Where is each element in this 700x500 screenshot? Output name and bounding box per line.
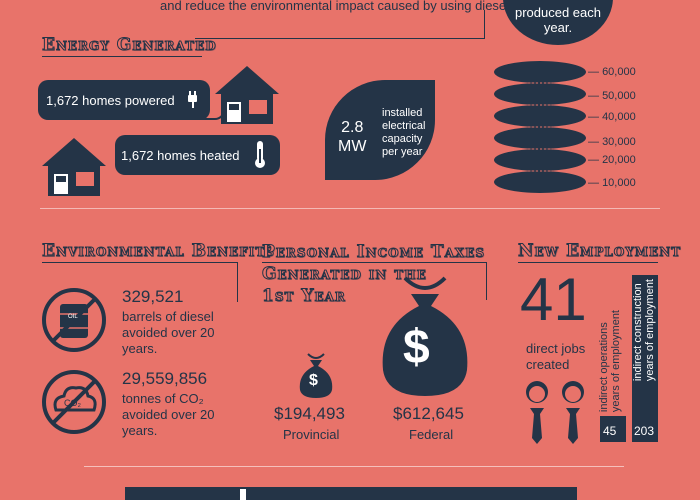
thermometer-icon [252,139,268,172]
co2-caption-line2: avoided over 20 [122,407,215,422]
co2-icon-label: CO₂ [64,398,81,408]
stack-label-30000: — 30,000 [588,136,636,148]
co2-caption: tonnes of CO₂ avoided over 20 years. [122,391,215,439]
diesel-caption-line1: barrels of diesel [122,309,214,324]
indirect-operations-value: 45 [603,424,617,438]
stack-label-60000: — 60,000 [588,66,636,78]
direct-jobs-caption: direct jobs created [526,341,585,373]
environment-title: Environmental Benefits [42,241,275,262]
capacity-label: installed electrical capacity per year [382,107,425,159]
taxes-title-line2: Generated in the [261,264,427,285]
employment-title: New Employment [517,241,682,262]
intro-text: and reduce the environmental impact caus… [160,0,513,13]
cable [195,100,225,120]
direct-jobs-caption-line2: created [526,357,570,372]
footer-bar-notch [240,489,246,500]
indirect-operations-label: indirect operations years of employment [598,310,622,412]
indirect-construction-label: indirect construction years of employmen… [632,279,656,381]
capacity-value: 2.8 MW [338,118,366,156]
employment-title-rule [518,262,658,263]
direct-jobs-value: 41 [520,266,587,333]
house-icon [213,64,281,131]
direct-jobs-caption-line1: direct jobs [526,341,586,356]
taxes-title: Personal Income Taxes Generated in the 1… [261,241,486,307]
diesel-caption-line3: years. [122,341,158,356]
fuel-stack-icon [490,58,590,203]
indirect-operations-fill [600,416,626,442]
federal-value: $612,645 [393,404,464,423]
environment-title-rule [42,262,237,263]
money-bag-small-symbol: $ [309,372,318,389]
homes-powered-pill: 1,672 homes powered [38,80,210,120]
provincial-label: Provincial [283,427,340,442]
indirect-construction-label-line2: years of employment [644,279,656,382]
top-badge-line1: produced each [514,5,601,20]
indirect-construction-value: 203 [634,424,655,438]
house-icon-2 [40,136,108,203]
no-co2-icon: CO₂ [40,368,108,441]
plug-icon [183,89,203,112]
indirect-operations-label-line2: years of employment [610,309,622,412]
diesel-caption-line2: avoided over 20 [122,325,215,340]
provincial-value: $194,493 [274,404,345,423]
indirect-construction-bar: indirect construction years of employmen… [632,275,658,442]
barrel-icon-label: OIL [68,314,78,320]
stack-label-20000: — 20,000 [588,154,636,166]
worker-female-icon [558,378,588,453]
no-barrel-icon: OIL [40,286,108,359]
capacity-label-line2: electrical [382,120,426,132]
taxes-title-line1: Personal Income Taxes [261,242,486,263]
money-bag-small-icon: $ [296,350,336,405]
connector-line-vertical [484,10,485,38]
indirect-operations-bar: indirect operations years of employment … [598,272,626,442]
environment-title-rule-v [237,262,238,302]
co2-value: 29,559,856 [122,369,208,388]
footer-bar [125,487,577,500]
worker-male-icon [522,378,552,453]
diesel-value: 329,521 [122,287,184,306]
indirect-construction-label-line1: indirect construction [632,283,644,382]
top-badge-line2: year. [543,20,573,35]
homes-heated-text: 1,672 homes heated [121,147,240,163]
taxes-title-rule [262,262,487,263]
connector-line [195,38,485,39]
top-badge: produced each year. [503,0,613,45]
taxes-title-line3: 1st Year [261,286,346,307]
capacity-label-line1: installed [382,107,423,119]
stack-label-40000: — 40,000 [588,111,636,123]
homes-powered-text: 1,672 homes powered [46,92,175,108]
energy-title-rule [42,56,202,57]
capacity-value-number: 2.8 [341,119,364,136]
money-bag-large-icon: $ [375,270,475,405]
homes-heated-pill: 1,672 homes heated [115,135,280,175]
taxes-title-rule-v [486,262,487,300]
money-bag-large-symbol: $ [403,321,430,374]
capacity-label-line4: per year [382,146,423,158]
diesel-caption: barrels of diesel avoided over 20 years. [122,309,215,357]
energy-title: Energy Generated [42,35,217,56]
stack-label-10000: — 10,000 [588,177,636,189]
section-divider [40,208,660,209]
capacity-label-line3: capacity [382,133,423,145]
stack-label-50000: — 50,000 [588,90,636,102]
federal-label: Federal [409,427,454,442]
co2-caption-line3: years. [122,423,158,438]
bottom-divider [84,466,624,467]
indirect-operations-label-line1: indirect operations [598,322,610,412]
co2-caption-line1: tonnes of CO₂ [122,391,204,406]
capacity-value-unit: MW [338,138,367,155]
